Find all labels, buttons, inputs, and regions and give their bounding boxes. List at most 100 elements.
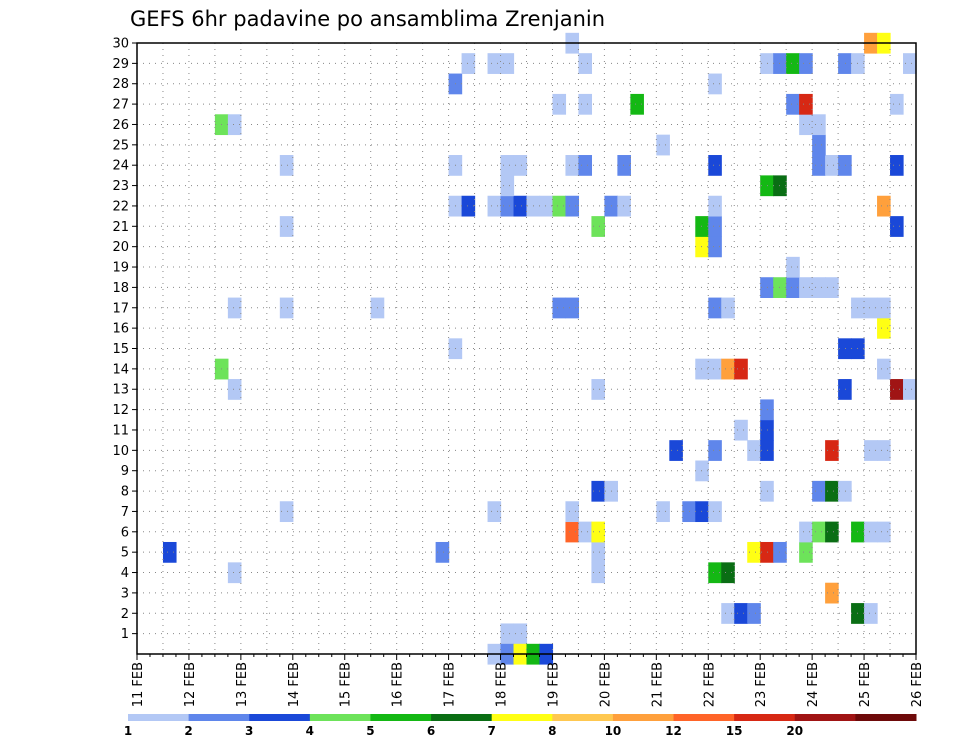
colorbar-label: 15 — [726, 724, 743, 738]
heatmap-cell — [591, 562, 605, 584]
heatmap-cell — [708, 216, 722, 237]
y-tick-label: 1 — [121, 627, 129, 642]
colorbar-label: 1 — [124, 724, 132, 738]
heatmap-cell — [890, 379, 904, 400]
heatmap-cell — [760, 277, 774, 298]
colorbar-label: 8 — [548, 724, 556, 738]
colorbar-swatch — [249, 714, 311, 721]
heatmap-cell — [812, 114, 826, 136]
colorbar-swatch — [734, 714, 796, 721]
heatmap-cell — [162, 541, 177, 563]
heatmap-cell — [838, 53, 852, 74]
heatmap-cell — [708, 440, 722, 461]
colorbar-swatch — [855, 714, 917, 721]
x-tick-label: 18 FEB — [495, 662, 510, 707]
heatmap-cell — [500, 155, 515, 176]
heatmap-cell — [812, 480, 826, 502]
heatmap-cell — [227, 562, 242, 584]
heatmap-cell — [838, 480, 852, 502]
heatmap-cell — [500, 195, 515, 217]
y-tick-label: 5 — [121, 546, 129, 561]
heatmap-cell — [812, 134, 826, 156]
y-tick-label: 13 — [112, 383, 129, 398]
y-tick-label: 23 — [112, 179, 129, 194]
x-tick-label: 12 FEB — [183, 662, 198, 707]
heatmap-cell — [279, 216, 294, 237]
heatmap-cell — [786, 256, 800, 278]
heatmap-cell — [578, 93, 593, 115]
heatmap-cell — [513, 623, 528, 645]
heatmap-cell — [721, 603, 735, 624]
colorbar-swatch — [673, 714, 735, 721]
colorbar-label: 4 — [306, 724, 314, 738]
heatmap-cell — [825, 582, 839, 604]
heatmap-cell — [903, 53, 917, 74]
colorbar-label: 20 — [786, 724, 803, 738]
heatmap-cell — [695, 236, 709, 258]
heatmap-cell — [708, 236, 722, 258]
heatmap-cell — [500, 623, 515, 645]
colorbar-label: 6 — [427, 724, 435, 738]
x-tick-label: 16 FEB — [391, 662, 406, 707]
heatmap-cell — [721, 562, 735, 584]
x-tick-label: 11 FEB — [131, 662, 146, 707]
heatmap-cell — [487, 501, 502, 523]
heatmap-cell — [825, 480, 839, 502]
y-tick-label: 21 — [112, 220, 129, 235]
heatmap-cell — [591, 216, 605, 237]
chart-title: GEFS 6hr padavine po ansamblima Zrenjani… — [130, 7, 605, 31]
x-tick-label: 22 FEB — [702, 662, 717, 707]
heatmap-cell — [734, 419, 748, 441]
colorbar-swatch — [552, 714, 614, 721]
heatmap-cell — [825, 277, 839, 298]
heatmap-cell — [617, 195, 631, 217]
y-tick-label: 6 — [121, 525, 129, 540]
colorbar-swatch — [612, 714, 675, 721]
heatmap-cell — [513, 195, 528, 217]
y-tick-label: 26 — [112, 118, 129, 133]
heatmap-cell — [552, 195, 567, 217]
heatmap-cell — [812, 155, 826, 176]
heatmap-cell — [812, 277, 826, 298]
heatmap-cell — [799, 93, 813, 115]
colorbar-swatch — [188, 714, 250, 721]
heatmap-cell — [877, 521, 891, 543]
x-tick-label: 25 FEB — [858, 662, 873, 707]
heatmap-cell — [591, 521, 605, 543]
heatmap-cell — [890, 93, 904, 115]
heatmap-cell — [487, 195, 502, 217]
heatmap-cell — [786, 93, 800, 115]
y-tick-label: 17 — [112, 301, 129, 316]
y-tick-label: 10 — [112, 444, 129, 459]
x-tick-label: 14 FEB — [287, 662, 302, 707]
heatmap-cell — [903, 379, 917, 400]
x-tick-label: 13 FEB — [235, 662, 250, 707]
heatmap-cell — [695, 358, 709, 380]
y-tick-label: 20 — [112, 240, 129, 255]
heatmap-cell — [747, 541, 761, 563]
x-tick-label: 20 FEB — [598, 662, 613, 707]
heatmap-cell — [565, 195, 580, 217]
heatmap-cell — [279, 155, 294, 176]
heatmap-cell — [864, 521, 878, 543]
heatmap-cell — [721, 297, 735, 319]
heatmap-cell — [799, 521, 813, 543]
heatmap-cell — [227, 114, 242, 136]
y-tick-label: 24 — [112, 159, 129, 174]
heatmap-cell — [708, 297, 722, 319]
heatmap-cell — [552, 297, 567, 319]
y-tick-label: 28 — [112, 77, 129, 92]
heatmap-cell — [877, 297, 891, 319]
heatmap-cell — [877, 440, 891, 461]
heatmap-cell — [838, 155, 852, 176]
heatmap-cell — [227, 379, 242, 400]
colorbar-label: 10 — [605, 724, 622, 738]
heatmap-cell — [877, 358, 891, 380]
y-tick-label: 8 — [121, 485, 129, 500]
heatmap-cell — [708, 358, 722, 380]
colorbar-swatch — [309, 714, 371, 721]
y-tick-label: 4 — [121, 566, 129, 581]
y-tick-label: 27 — [112, 98, 129, 113]
heatmap-cell — [630, 93, 644, 115]
